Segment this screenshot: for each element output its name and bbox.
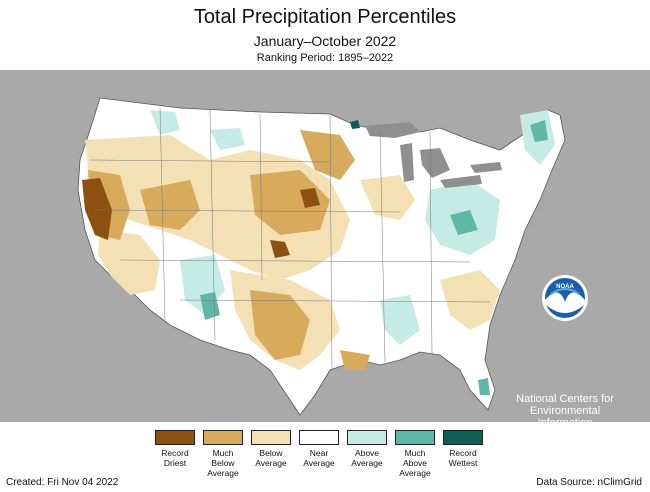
legend-label-much-above: Much Above Average <box>399 448 431 478</box>
much-above-average-regions <box>200 120 548 395</box>
data-source: Data Source: nClimGrid <box>536 477 642 488</box>
org-text-line-1: National Centers for <box>516 393 614 405</box>
legend-label-above: Above Average <box>351 448 383 468</box>
legend-swatch-record-driest <box>155 430 195 445</box>
legend-swatch-much-below <box>203 430 243 445</box>
great-lakes <box>365 122 502 188</box>
legend-swatch-record-wettest <box>443 430 483 445</box>
legend-item-near: Near Average <box>289 430 349 468</box>
legend: Record Driest Much Below Average Below A… <box>0 430 650 482</box>
state-borders <box>89 107 491 371</box>
legend-label-much-below: Much Below Average <box>207 448 239 478</box>
created-date: Created: Fri Nov 04 2022 <box>6 477 119 488</box>
map-canvas: NOAA <box>0 70 650 422</box>
legend-label-below: Below Average <box>255 448 287 468</box>
legend-item-much-above: Much Above Average <box>385 430 445 478</box>
legend-label-near: Near Average <box>303 448 335 468</box>
legend-label-record-wettest: Record Wettest <box>448 448 478 468</box>
record-driest-regions <box>82 178 320 258</box>
record-wettest-regions <box>350 120 360 129</box>
map-subtitle: January–October 2022 <box>253 33 397 49</box>
gulf-of-mexico <box>300 365 480 422</box>
precipitation-map: NOAA National Centers for Environmental … <box>0 70 650 429</box>
org-text-line-2: Environmental <box>529 405 601 417</box>
org-text: National Centers for Environmental Infor… <box>510 393 620 429</box>
legend-swatch-below <box>251 430 291 445</box>
much-below-average-regions <box>88 130 370 370</box>
noaa-logo-text: NOAA <box>556 284 574 290</box>
legend-swatch-near <box>299 430 339 445</box>
map-title: Total Precipitation Percentiles <box>193 6 457 28</box>
legend-item-above: Above Average <box>337 430 397 468</box>
legend-label-record-driest: Record Driest <box>161 448 189 468</box>
org-text-line-3: Information <box>537 417 593 429</box>
noaa-logo: NOAA <box>542 275 588 321</box>
ranking-period: Ranking Period: 1895–2022 <box>256 52 394 64</box>
legend-swatch-much-above <box>395 430 435 445</box>
legend-item-below: Below Average <box>241 430 301 468</box>
legend-swatch-above <box>347 430 387 445</box>
legend-item-record-driest: Record Driest <box>145 430 205 468</box>
legend-item-record-wettest: Record Wettest <box>433 430 493 468</box>
legend-item-much-below: Much Below Average <box>193 430 253 478</box>
